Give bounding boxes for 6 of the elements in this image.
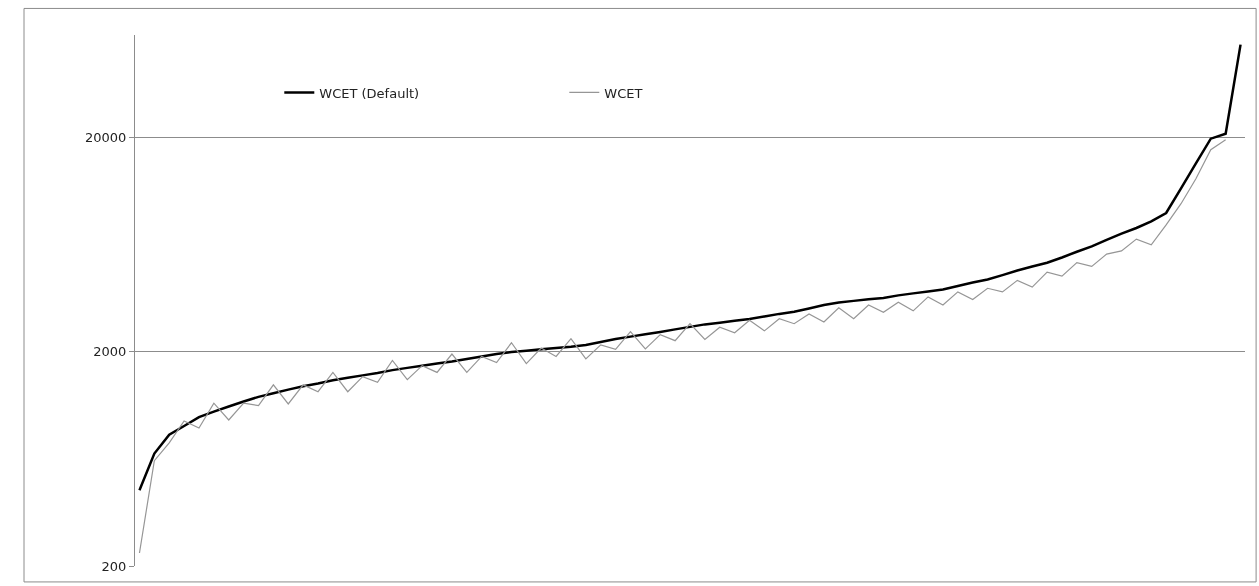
y-tick-label: 20000 [85,129,127,145]
y-tick-label: 200 [101,558,127,574]
legend-label: WCET (Default) [319,85,420,101]
y-tick-label: 2000 [93,344,127,360]
line-series [138,43,1242,492]
legend-label: WCET [604,85,643,101]
